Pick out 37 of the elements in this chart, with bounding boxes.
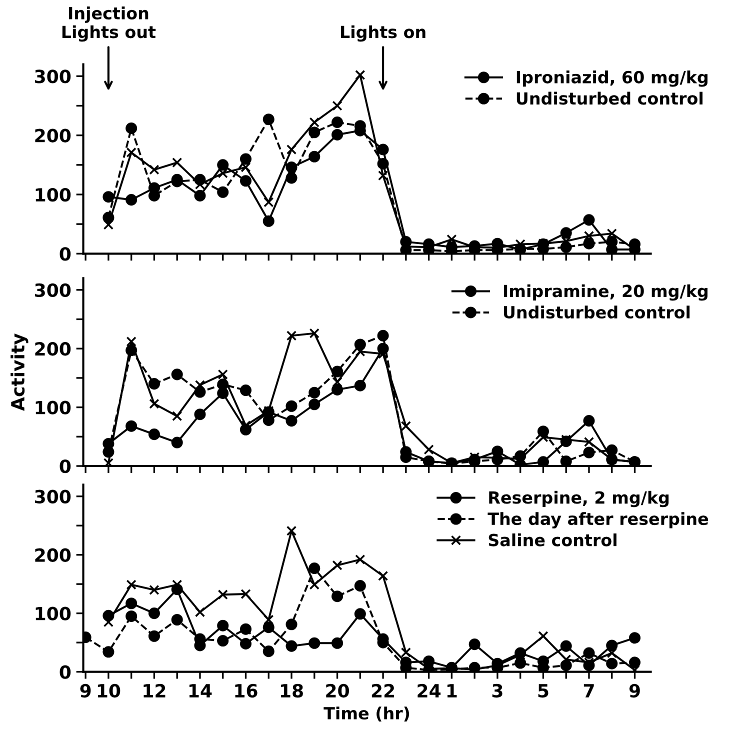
legend-label: Imipramine, 20 mg/kg [504,284,708,301]
x-tick-label: 16 [235,684,258,698]
text: Lights on [341,25,426,42]
x-tick-label: 3 [492,684,502,698]
legend-label: Saline control [488,533,616,546]
legend-label: Iproniazid, 60 mg/kg [516,70,708,87]
legend-label: Reserpine, 2 mg/kg [489,490,669,508]
x-tick-label: 1 [447,684,457,698]
y-tick-label: 200 [35,548,71,562]
y-tick-label: 300 [34,70,71,84]
y-tick-label: 200 [35,128,71,142]
legend-label: Undisturbed control [504,306,690,319]
y-tick-label: 300 [34,490,71,504]
x-tick-label: 24 [418,684,441,698]
x-tick-label: 9 [80,684,91,698]
y-tick-label: 100 [36,400,71,414]
y-tick-label: 0 [60,459,71,474]
y-tick-label: 0 [60,665,71,679]
x-tick-label: 10 [98,684,120,698]
x-tick-label: 7 [584,684,594,698]
legend-label: Undisturbed control [516,92,702,105]
x-tick-label: 12 [144,684,166,698]
y-tick-label: 100 [36,606,71,620]
x-tick-label: 14 [189,684,212,698]
y-tick-label: 300 [34,283,71,298]
y-tick-label: 0 [60,247,71,261]
x-tick-label: 20 [326,684,349,698]
legend-label: The day after reserpine [488,512,708,528]
x-tick-label: 9 [629,684,640,698]
x-axis-title: Time (hr) [324,706,410,722]
text: Injection Lights out [62,6,156,42]
y-tick-label: 100 [36,188,71,202]
y-axis-title: Activity [10,333,28,411]
x-tick-label: 22 [372,684,394,698]
x-tick-label: 18 [280,684,303,698]
y-tick-label: 200 [35,342,71,356]
x-tick-label: 5 [538,684,548,698]
